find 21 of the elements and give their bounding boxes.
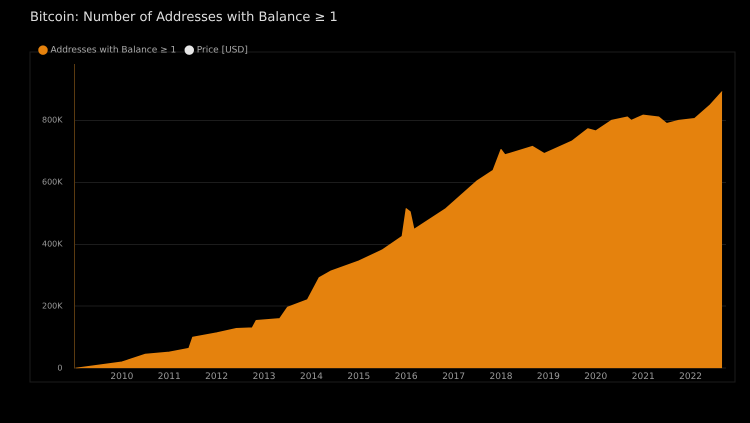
chart-title: Bitcoin: Number of Addresses with Balance ≥ 1 xyxy=(30,10,338,26)
x-tick-label: 2014 xyxy=(300,372,324,382)
y-tick-label: 400K xyxy=(42,239,64,248)
legend-label: Addresses with Balance ≥ 1 xyxy=(50,45,176,56)
x-tick-label: 2012 xyxy=(205,372,228,382)
x-tick-label: 2020 xyxy=(584,372,608,382)
x-tick-label: 2011 xyxy=(158,372,181,382)
x-tick-label: 2022 xyxy=(679,372,702,382)
y-tick-label: 200K xyxy=(42,301,64,310)
legend-label: Price [USD] xyxy=(196,45,248,56)
x-tick-label: 2013 xyxy=(252,372,276,382)
x-tick-label: 2021 xyxy=(632,372,655,382)
x-tick-label: 2015 xyxy=(347,372,370,382)
x-tick-label: 2018 xyxy=(490,372,513,382)
y-tick-label: 0 xyxy=(57,363,63,372)
y-tick-label: 600K xyxy=(42,177,64,186)
x-tick-label: 2010 xyxy=(110,372,134,382)
x-tick-label: 2017 xyxy=(442,372,466,382)
x-tick-label: 2019 xyxy=(536,372,560,382)
y-tick-label: 800K xyxy=(42,115,64,124)
x-tick-label: 2016 xyxy=(394,372,418,382)
